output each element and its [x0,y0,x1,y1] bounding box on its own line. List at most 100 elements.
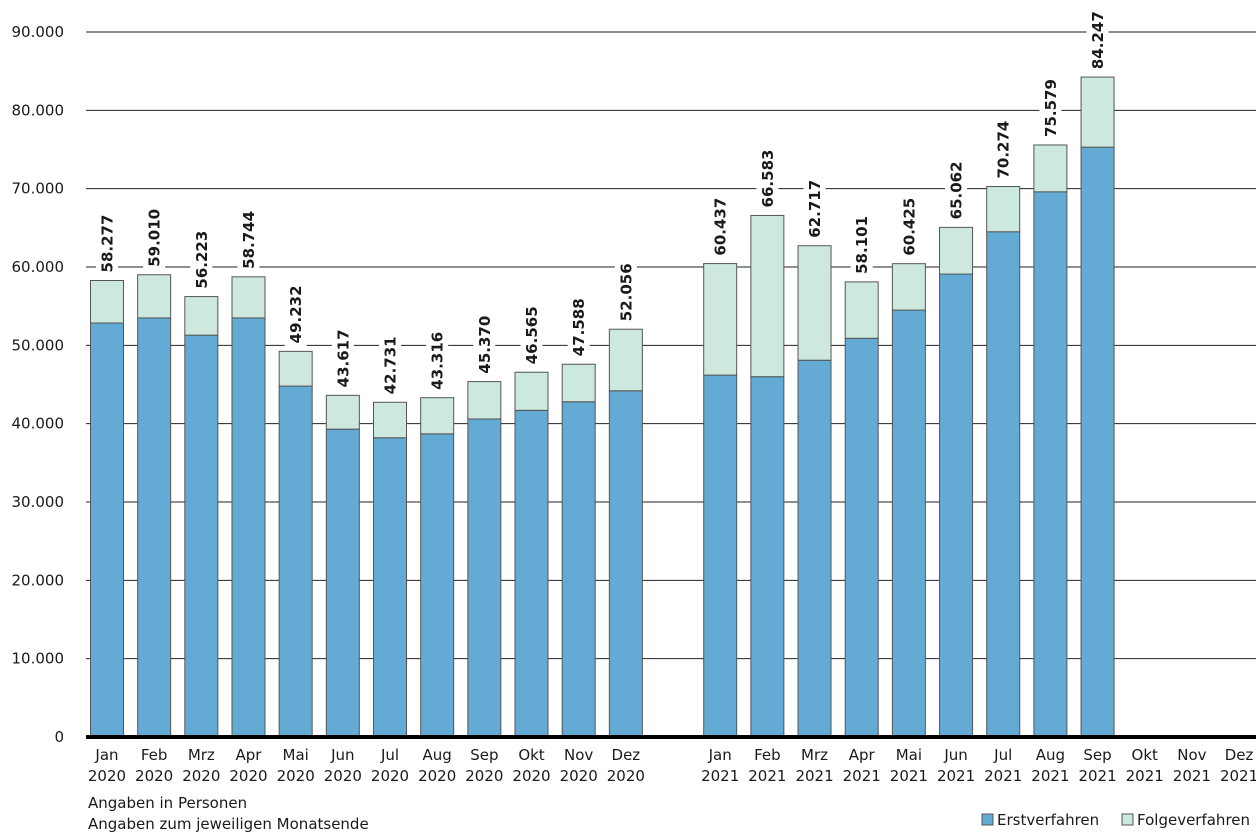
label-bg [803,176,826,242]
bar-segment [561,401,596,738]
x-tick-label: Jan 2021 [701,746,739,785]
bar-segment [184,334,219,738]
bar-segment [137,317,172,738]
bar-segment [703,263,738,376]
bar-segment [1033,144,1068,193]
bar-segment [891,309,926,738]
label-bg [284,281,307,348]
x-tick-label: Mai 2021 [890,746,928,785]
label-bg [1039,75,1062,141]
x-tick-label: Okt 2021 [1126,746,1164,785]
bar-segment [939,226,974,275]
value-label: 60.425 [900,198,918,256]
label-bg [426,328,449,394]
bar-segment [231,276,266,319]
value-label: 84.247 [1089,11,1107,69]
label-bg [143,205,166,271]
x-tick-label: Sep 2021 [1078,746,1116,785]
label-bg [945,157,968,224]
bar-segment [891,263,926,311]
x-tick-label: Sep 2020 [465,746,503,785]
label-bg [520,302,543,369]
legend-swatch [1121,813,1134,826]
label-bg [897,194,920,260]
bar-segment [797,245,832,361]
value-label: 59.010 [146,209,164,267]
label-bg [237,207,260,273]
label-bg [850,212,873,278]
x-tick-label: Aug 2021 [1031,746,1069,785]
bar-segment [278,350,313,387]
bar-segment [467,418,502,738]
bar-segment [373,401,408,439]
label-bg [992,116,1015,183]
bar-segment [184,296,219,336]
x-tick-label: Feb 2020 [135,746,173,785]
bar-segment [561,363,596,403]
y-tick-label: 0 [54,728,64,746]
x-tick-label: Apr 2020 [229,746,267,785]
x-tick-label: Jun 2020 [324,746,362,785]
bar-segment [89,322,124,738]
y-tick-label: 50.000 [12,336,65,354]
bar-segment [608,328,643,392]
x-tick-label: Nov 2021 [1173,746,1211,785]
value-label: 58.277 [98,215,116,273]
value-label: 43.617 [334,329,352,387]
legend-label: Erstverfahren [997,811,1099,829]
bar-segment [844,281,879,339]
label-bg [379,332,402,399]
bar-segment [703,374,738,738]
label-bg [190,226,213,293]
label-bg [95,210,118,277]
bar-segment [797,359,832,738]
bar-segment [137,274,172,319]
value-label: 60.437 [712,198,730,256]
label-bg [331,325,354,392]
y-tick-label: 10.000 [12,650,65,668]
x-tick-label: Jun 2021 [937,746,975,785]
y-tick-label: 30.000 [12,493,65,511]
value-label: 58.101 [853,216,871,274]
bar-segment [1033,191,1068,738]
bar-segment [278,385,313,738]
bar-segment [844,337,879,738]
value-label: 43.316 [429,332,447,390]
bar-segment [231,317,266,738]
y-tick-label: 80.000 [12,101,65,119]
bar-segment [986,186,1021,233]
value-label: 47.588 [570,298,588,356]
x-tick-label: Dez 2020 [607,746,645,785]
label-bg [614,259,637,326]
x-tick-label: Nov 2020 [560,746,598,785]
bar-segment [373,437,408,738]
x-tick-label: Mai 2020 [277,746,315,785]
label-bg [567,294,590,361]
value-label: 65.062 [948,161,966,219]
x-tick-label: Mrz 2021 [795,746,833,785]
x-tick-label: Mrz 2020 [182,746,220,785]
x-tick-label: Jul 2020 [371,746,409,785]
value-label: 66.583 [759,150,777,208]
bar-segment [1080,146,1115,738]
value-label: 56.223 [193,231,211,289]
y-tick-label: 60.000 [12,258,65,276]
x-tick-label: Dez 2021 [1220,746,1256,785]
y-tick-label: 90.000 [12,23,65,41]
note: Angaben zum jeweiligen Monatsende [88,815,369,833]
bar-segment [325,428,360,738]
bar-segment [467,381,502,420]
bar-segment [939,273,974,738]
label-bg [473,312,496,378]
bar-segment [420,397,455,435]
bar-segment [608,390,643,738]
bar-segment [420,433,455,738]
bar-segment [750,214,785,378]
value-label: 75.579 [1042,79,1060,137]
value-labels: 58.277 59.010 56.223 58.744 49.232 43.617 42.7… [95,7,1109,399]
x-tick-label: Jul 2021 [984,746,1022,785]
bar-segment [325,394,360,430]
y-tick-label: 40.000 [12,415,65,433]
label-bg [709,193,732,260]
